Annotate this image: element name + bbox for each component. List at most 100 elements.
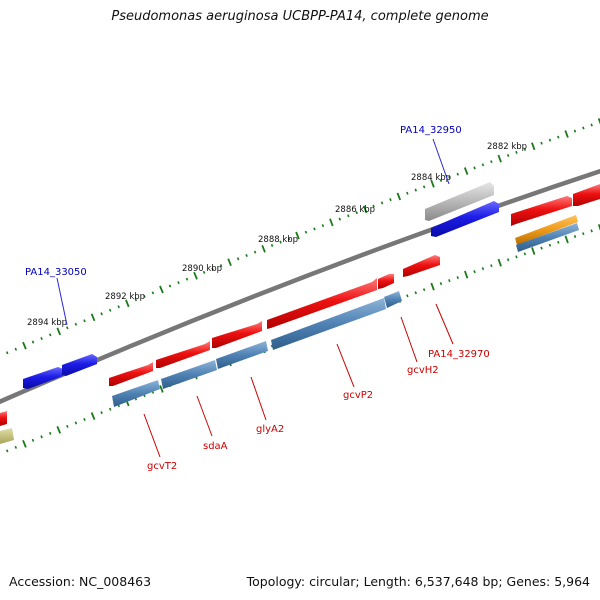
outer-scale-minor-tick: [211, 267, 214, 271]
inner-scale-minor-tick: [448, 279, 451, 283]
outer-scale-minor-tick: [338, 217, 342, 221]
outer-scale-minor-tick: [321, 224, 325, 228]
outer-scale-major-tick: [22, 341, 27, 350]
outer-scale-minor-tick: [108, 308, 112, 312]
label-pa14-32970[interactable]: PA14_32970: [428, 349, 490, 360]
gene-forward-right-2[interactable]: [573, 184, 600, 206]
outer-scale-minor-tick: [313, 227, 316, 231]
label-pa14-32950[interactable]: PA14_32950: [400, 125, 462, 136]
leader-pa14-32950: [432, 138, 450, 185]
outer-scale-minor-tick: [490, 160, 493, 164]
outer-scale-major-tick: [531, 142, 536, 151]
inner-scale-minor-tick: [406, 294, 409, 298]
outer-scale-minor-tick: [270, 243, 274, 247]
inner-scale-major-tick: [56, 426, 62, 434]
inner-scale-major-tick: [564, 235, 569, 244]
feature-olive-left[interactable]: [0, 428, 14, 444]
outer-scale-minor-tick: [582, 126, 585, 130]
scale-label-2894: 2894 kbp: [27, 318, 67, 328]
leader-pa14-33050: [56, 277, 68, 326]
gene-PA14_32970-forward[interactable]: [403, 255, 440, 277]
label-sdaa[interactable]: sdaA: [203, 441, 228, 452]
label-gcvt2[interactable]: gcvT2: [147, 461, 177, 472]
outer-scale-minor-tick: [31, 340, 35, 344]
label-gcvp2[interactable]: gcvP2: [343, 390, 373, 401]
cds-gcvT2[interactable]: [112, 380, 160, 407]
outer-scale-minor-tick: [151, 291, 155, 295]
outer-scale-major-tick: [125, 299, 130, 308]
scale-label-2884: 2884 kbp: [411, 173, 451, 183]
outer-scale-minor-tick: [134, 298, 138, 302]
outer-scale-major-tick: [430, 179, 435, 188]
inner-scale-minor-tick: [540, 246, 543, 250]
outer-scale-minor-tick: [5, 351, 9, 355]
outer-scale-minor-tick: [143, 294, 146, 298]
outer-scale-major-tick: [193, 271, 198, 280]
outer-scale-minor-tick: [117, 305, 120, 309]
gene-gcvH2-forward[interactable]: [378, 274, 394, 289]
outer-scale-minor-tick: [74, 322, 78, 326]
inner-scale-major-tick: [159, 385, 164, 393]
cds-gcvH2[interactable]: [384, 291, 402, 308]
outer-scale-minor-tick: [219, 264, 223, 268]
cds-right-steel[interactable]: [516, 223, 579, 252]
outer-scale-major-tick: [295, 231, 300, 240]
outer-scale-minor-tick: [14, 347, 18, 351]
cds-glyA2[interactable]: [216, 341, 268, 369]
scale-label-2886: 2886 kbp: [335, 205, 375, 215]
leader-gcvh2: [400, 316, 418, 363]
label-glya2[interactable]: glyA2: [256, 424, 284, 435]
cds-right-orange[interactable]: [515, 215, 578, 245]
outer-scale-minor-tick: [523, 147, 527, 151]
outer-scale-minor-tick: [40, 336, 43, 341]
inner-scale-minor-tick: [83, 417, 86, 422]
outer-scale-minor-tick: [372, 204, 375, 208]
inner-scale-minor-tick: [473, 270, 476, 274]
inner-scale-major-tick: [497, 258, 502, 267]
label-gcvh2[interactable]: gcvH2: [407, 365, 439, 376]
label-pa14-33050[interactable]: PA14_33050: [25, 267, 87, 278]
gene-gcvP2-forward[interactable]: [267, 278, 377, 329]
outer-scale-minor-tick: [540, 141, 543, 145]
outer-scale-minor-tick: [304, 230, 308, 234]
outer-scale-minor-tick: [406, 191, 409, 195]
outer-scale-minor-tick: [279, 240, 282, 244]
inner-scale-minor-tick: [31, 438, 35, 442]
inner-scale-minor-tick: [74, 421, 78, 425]
outer-scale-minor-tick: [439, 179, 443, 182]
gene-PA14_32950-reverse[interactable]: [431, 201, 499, 237]
gene-pseudo-grey[interactable]: [425, 182, 494, 221]
scale-label-2892: 2892 kbp: [105, 292, 145, 302]
gene-glyA2-forward[interactable]: [212, 321, 262, 348]
inner-scale-minor-tick: [422, 288, 426, 292]
outer-scale-minor-tick: [236, 257, 240, 261]
inner-scale-major-tick: [464, 270, 469, 279]
inner-scale-minor-tick: [456, 276, 459, 280]
cds-gcvP2[interactable]: [271, 298, 386, 350]
outer-scale-minor-tick: [66, 326, 69, 330]
outer-scale-minor-tick: [355, 211, 358, 215]
inner-scale-minor-tick: [582, 232, 585, 236]
outer-scale-minor-tick: [590, 123, 593, 127]
inner-scale-major-tick: [430, 282, 435, 291]
outer-scale-major-tick: [159, 285, 164, 294]
inner-scale-minor-tick: [490, 264, 493, 268]
inner-scale-minor-tick: [557, 240, 560, 244]
inner-scale-minor-tick: [573, 235, 577, 239]
genome-title: Pseudomonas aeruginosa UCBPP-PA14, compl…: [111, 9, 489, 24]
gene-forward-left-edge[interactable]: [0, 411, 7, 426]
outer-scale-major-tick: [463, 167, 469, 175]
outer-scale-minor-tick: [253, 250, 257, 254]
inner-scale-major-tick: [90, 412, 96, 420]
gene-sdaA-forward[interactable]: [156, 341, 210, 368]
outer-scale-minor-tick: [573, 129, 577, 133]
gene-PA14_33050-reverse-2[interactable]: [62, 354, 97, 376]
topology-text: Topology: circular; Length: 6,537,648 bp…: [246, 574, 590, 589]
gene-PA14_33050-reverse-1[interactable]: [23, 367, 63, 389]
gene-gcvT2-forward[interactable]: [109, 362, 153, 386]
inner-scale-minor-tick: [100, 411, 103, 415]
gene-forward-right-1[interactable]: [511, 196, 572, 226]
cds-sdaA[interactable]: [161, 360, 217, 389]
outer-scale-minor-tick: [168, 284, 172, 288]
